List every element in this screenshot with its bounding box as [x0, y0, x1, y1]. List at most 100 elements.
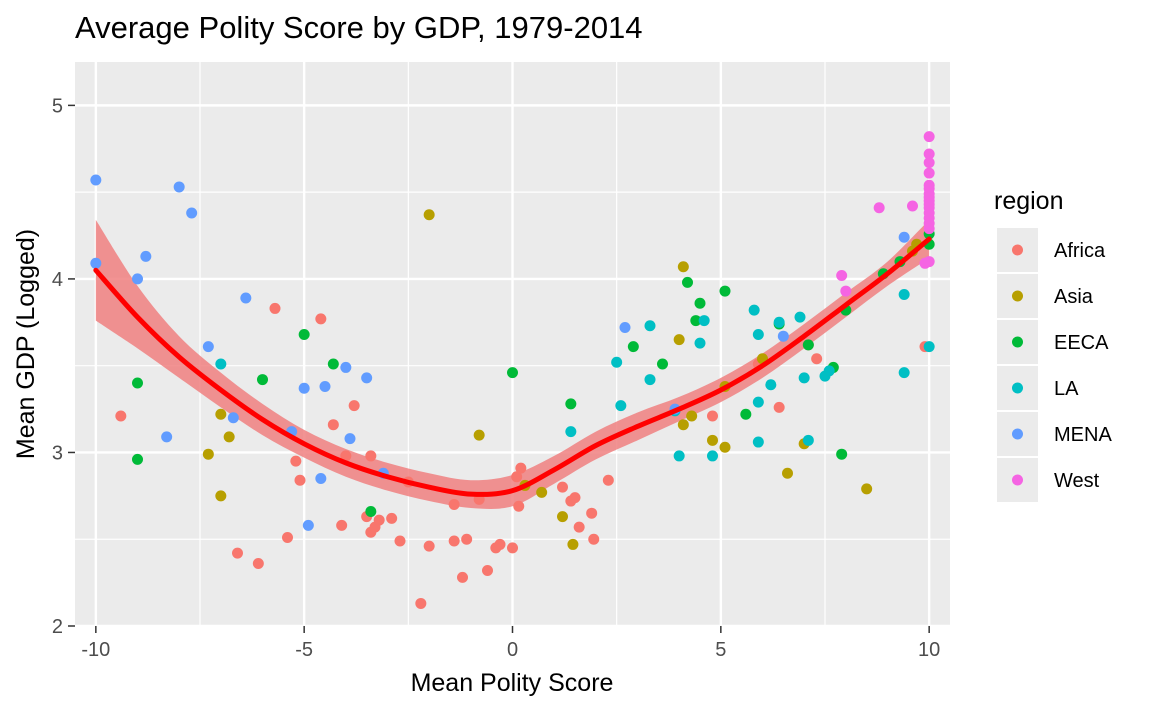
point-africa: [448, 535, 460, 547]
point-la: [707, 450, 718, 462]
point-asia: [707, 434, 718, 446]
point-la: [694, 337, 706, 349]
point-la: [644, 374, 656, 386]
point-mena: [132, 273, 143, 285]
point-mena: [90, 257, 102, 269]
x-tick-label: 0: [507, 639, 518, 661]
point-asia: [473, 429, 485, 441]
point-mena: [227, 412, 239, 424]
point-africa: [415, 597, 427, 609]
point-mena: [319, 381, 331, 393]
point-eeca: [132, 377, 143, 389]
point-africa: [602, 474, 614, 486]
point-la: [765, 379, 777, 391]
legend-label-west: West: [1054, 470, 1100, 492]
point-africa: [394, 535, 406, 547]
point-la: [644, 320, 656, 332]
point-la: [565, 426, 577, 438]
point-mena: [161, 431, 173, 443]
point-la: [615, 400, 627, 412]
y-axis: 2 3 4 5: [52, 95, 75, 638]
point-africa: [294, 474, 306, 486]
point-mena: [777, 330, 789, 342]
legend-label-la: LA: [1054, 378, 1079, 400]
point-eeca: [682, 276, 693, 288]
point-asia: [536, 486, 548, 498]
point-mena: [315, 472, 327, 484]
point-eeca: [690, 315, 702, 327]
point-africa: [365, 450, 377, 462]
point-mena: [619, 322, 631, 334]
point-la: [898, 289, 910, 301]
point-africa: [811, 353, 823, 365]
point-mena: [202, 341, 214, 353]
point-la: [798, 372, 810, 384]
point-asia: [677, 419, 689, 431]
point-africa: [115, 410, 127, 422]
point-africa: [336, 519, 348, 531]
point-la: [673, 450, 685, 462]
y-axis-title: Mean GDP (Logged): [12, 229, 40, 459]
point-eeca: [298, 328, 310, 340]
point-la: [752, 396, 764, 408]
point-mena: [344, 433, 356, 445]
legend: region Africa Asia EECA LA MENA West: [994, 187, 1112, 504]
legend-swatch-mena: [1012, 428, 1023, 440]
point-west: [836, 269, 848, 281]
y-tick-label: 4: [52, 269, 63, 291]
point-west: [923, 157, 935, 169]
point-mena: [90, 174, 102, 186]
point-mena: [361, 372, 373, 384]
point-eeca: [327, 358, 339, 370]
point-eeca: [132, 453, 143, 465]
point-asia: [567, 538, 579, 550]
point-mena: [240, 292, 252, 304]
point-eeca: [836, 448, 848, 460]
point-asia: [215, 490, 227, 502]
point-la: [773, 316, 785, 328]
point-west: [923, 167, 935, 179]
point-africa: [515, 462, 527, 474]
point-asia: [686, 410, 698, 422]
point-west: [923, 131, 935, 143]
point-eeca: [719, 285, 731, 297]
point-africa: [448, 499, 460, 511]
point-la: [698, 315, 710, 327]
point-africa: [513, 500, 525, 512]
point-eeca: [740, 408, 752, 420]
legend-label-mena: MENA: [1054, 424, 1112, 446]
point-asia: [223, 431, 235, 443]
point-mena: [140, 250, 152, 262]
point-eeca: [627, 341, 639, 353]
point-eeca: [257, 374, 268, 386]
point-la: [215, 358, 227, 370]
point-africa: [569, 492, 581, 504]
point-africa: [423, 540, 435, 552]
point-la: [823, 365, 835, 377]
point-africa: [282, 531, 293, 543]
point-asia: [673, 334, 685, 346]
point-asia: [782, 467, 793, 479]
grid-major: [75, 62, 950, 628]
x-tick-label: 5: [715, 639, 726, 661]
point-eeca: [657, 358, 668, 370]
data-points: [90, 131, 935, 609]
point-mena: [898, 231, 910, 243]
y-tick-label: 5: [52, 95, 63, 117]
point-africa: [386, 512, 398, 524]
point-mena: [186, 207, 198, 219]
point-asia: [861, 483, 873, 495]
point-west: [923, 148, 935, 160]
point-mena: [298, 382, 310, 394]
point-la: [802, 434, 814, 446]
chart-title: Average Polity Score by GDP, 1979-2014: [75, 10, 643, 45]
point-africa: [457, 571, 468, 583]
point-africa: [573, 521, 585, 533]
point-africa: [586, 507, 598, 519]
point-africa: [327, 419, 339, 431]
point-eeca: [565, 398, 577, 410]
x-tick-label: -5: [295, 639, 313, 661]
point-mena: [173, 181, 185, 193]
point-la: [611, 356, 623, 368]
point-west: [907, 200, 918, 212]
